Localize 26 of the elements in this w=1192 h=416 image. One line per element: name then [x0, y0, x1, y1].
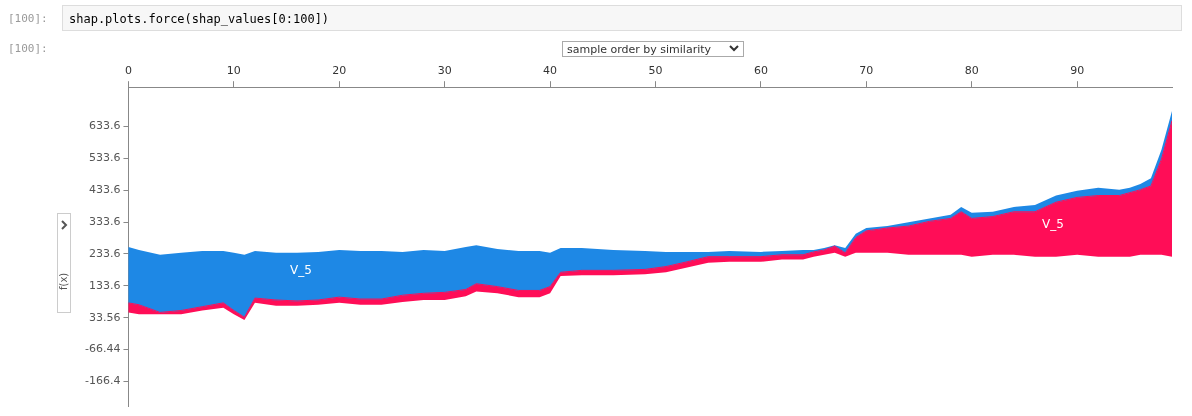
x-tick-label: 90 — [1070, 64, 1085, 78]
x-tick-label: 10 — [226, 64, 241, 78]
y-tick-label: 33.56 — [88, 310, 121, 324]
y-tick-label: -66.44 — [84, 342, 121, 356]
y-tick-label: 333.6 — [88, 214, 121, 228]
x-tick-label: 20 — [332, 64, 347, 78]
y-tick-label: 433.6 — [88, 183, 121, 197]
x-tick-label: 50 — [648, 64, 663, 78]
annotation: V_5 — [290, 263, 312, 277]
y-tick-label: 533.6 — [88, 151, 121, 165]
y-tick-label: 633.6 — [88, 119, 121, 133]
x-tick-label: 80 — [964, 64, 979, 78]
x-tick-label: 0 — [124, 64, 132, 78]
text: [100]: — [8, 12, 48, 25]
y-axis-title: f(x) — [58, 272, 69, 290]
text: shap.plots.force(shap_values[0:100]) — [62, 5, 1182, 31]
annotation: V_5 — [1042, 217, 1064, 231]
x-tick-label: 30 — [437, 64, 452, 78]
y-tick-label: -166.4 — [84, 374, 121, 388]
text: sample order by similarity — [562, 41, 744, 57]
x-tick-label: 60 — [753, 64, 768, 78]
y-tick-label: 133.6 — [88, 278, 121, 292]
x-tick-label: 70 — [859, 64, 874, 78]
y-tick-label: 233.6 — [88, 246, 121, 260]
x-tick-label: 40 — [543, 64, 558, 78]
text: [100]: — [8, 42, 48, 55]
